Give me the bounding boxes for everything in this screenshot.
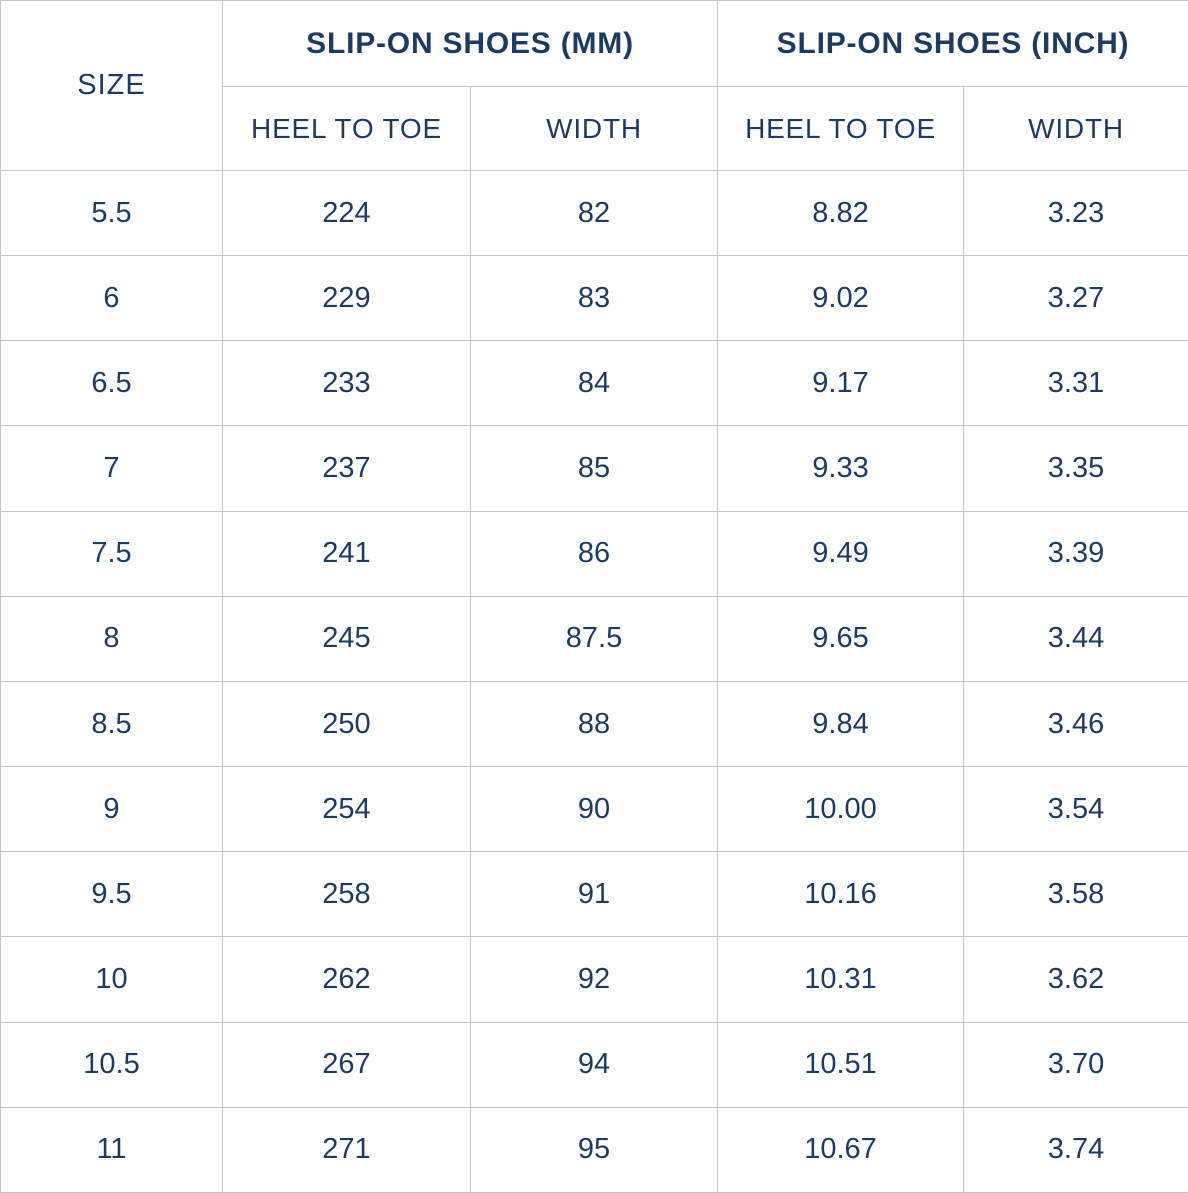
- cell-mm-width: 85: [469, 425, 719, 512]
- cell-mm-width: 92: [469, 936, 719, 1023]
- table-row: 7.5 241 86 9.49 3.39: [0, 510, 1188, 597]
- cell-mm-heel-to-toe: 229: [222, 255, 471, 342]
- table-row: 9.5 258 91 10.16 3.58: [0, 851, 1188, 938]
- column-header-size: SIZE: [0, 0, 223, 171]
- cell-size: 9.5: [0, 851, 223, 938]
- cell-size: 7.5: [0, 510, 223, 597]
- cell-inch-heel-to-toe: 10.31: [717, 936, 965, 1023]
- cell-mm-width: 84: [469, 340, 719, 427]
- cell-inch-width: 3.27: [963, 255, 1188, 342]
- cell-mm-width: 86: [469, 510, 719, 597]
- cell-inch-width: 3.39: [963, 510, 1188, 597]
- cell-inch-width: 3.35: [963, 425, 1188, 512]
- table-row: 11 271 95 10.67 3.74: [0, 1106, 1188, 1193]
- cell-mm-heel-to-toe: 254: [222, 766, 471, 853]
- cell-size: 8: [0, 595, 223, 682]
- table-row: 8.5 250 88 9.84 3.46: [0, 680, 1188, 768]
- cell-size: 10.5: [0, 1021, 223, 1108]
- cell-mm-heel-to-toe: 262: [222, 936, 471, 1023]
- cell-inch-heel-to-toe: 9.49: [717, 510, 965, 597]
- cell-mm-width: 91: [469, 851, 719, 938]
- column-group-header-mm: SLIP-ON SHOES (MM): [221, 0, 719, 87]
- cell-inch-heel-to-toe: 9.02: [717, 255, 965, 342]
- cell-mm-width: 94: [469, 1021, 719, 1108]
- cell-inch-width: 3.23: [963, 169, 1188, 257]
- cell-size: 10: [0, 936, 223, 1023]
- cell-size: 8.5: [0, 680, 223, 768]
- cell-mm-heel-to-toe: 224: [222, 169, 471, 257]
- column-header-mm-heel-to-toe: HEEL TO TOE: [222, 86, 471, 171]
- column-header-inch-width: WIDTH: [963, 86, 1188, 171]
- cell-size: 6: [0, 255, 223, 342]
- column-group-header-inch: SLIP-ON SHOES (INCH): [717, 0, 1188, 87]
- table-row: 9 254 90 10.00 3.54: [0, 766, 1188, 853]
- cell-size: 7: [0, 425, 223, 512]
- cell-mm-width: 87.5: [469, 595, 719, 682]
- cell-inch-width: 3.62: [963, 936, 1188, 1023]
- cell-inch-heel-to-toe: 8.82: [717, 169, 965, 257]
- cell-mm-heel-to-toe: 245: [222, 595, 471, 682]
- cell-mm-width: 82: [469, 169, 719, 257]
- cell-mm-heel-to-toe: 258: [222, 851, 471, 938]
- group-header-row: SIZE SLIP-ON SHOES (MM) SLIP-ON SHOES (I…: [0, 0, 1188, 171]
- cell-inch-width: 3.46: [963, 680, 1188, 768]
- cell-inch-heel-to-toe: 10.51: [717, 1021, 965, 1108]
- column-header-mm-width: WIDTH: [469, 86, 719, 171]
- cell-inch-width: 3.44: [963, 595, 1188, 682]
- cell-inch-width: 3.31: [963, 340, 1188, 427]
- table-row: 10.5 267 94 10.51 3.70: [0, 1021, 1188, 1108]
- cell-mm-heel-to-toe: 267: [222, 1021, 471, 1108]
- cell-mm-heel-to-toe: 233: [222, 340, 471, 427]
- cell-mm-width: 88: [469, 680, 719, 768]
- sub-header-row: HEEL TO TOE WIDTH HEEL TO TOE WIDTH: [1, 86, 1188, 171]
- cell-inch-width: 3.70: [963, 1021, 1188, 1108]
- table-row: 7 237 85 9.33 3.35: [0, 425, 1188, 512]
- cell-mm-width: 95: [469, 1106, 719, 1193]
- table-row: 8 245 87.5 9.65 3.44: [0, 595, 1188, 682]
- table-row: 10 262 92 10.31 3.62: [0, 936, 1188, 1023]
- cell-mm-heel-to-toe: 241: [222, 510, 471, 597]
- cell-inch-width: 3.54: [963, 766, 1188, 853]
- cell-size: 5.5: [0, 169, 223, 257]
- cell-inch-heel-to-toe: 9.33: [717, 425, 965, 512]
- table-row: 6.5 233 84 9.17 3.31: [0, 340, 1188, 427]
- cell-inch-heel-to-toe: 10.67: [717, 1106, 965, 1193]
- cell-inch-width: 3.74: [963, 1106, 1188, 1193]
- cell-inch-heel-to-toe: 9.84: [717, 680, 965, 768]
- table-header: SIZE SLIP-ON SHOES (MM) SLIP-ON SHOES (I…: [0, 0, 1188, 171]
- cell-inch-heel-to-toe: 10.00: [717, 766, 965, 853]
- table-row: 5.5 224 82 8.82 3.23: [0, 169, 1188, 257]
- cell-size: 11: [0, 1106, 223, 1193]
- cell-size: 9: [0, 766, 223, 853]
- cell-size: 6.5: [0, 340, 223, 427]
- table-row: 6 229 83 9.02 3.27: [0, 255, 1188, 342]
- cell-inch-heel-to-toe: 9.65: [717, 595, 965, 682]
- cell-mm-heel-to-toe: 271: [222, 1106, 471, 1193]
- cell-inch-heel-to-toe: 9.17: [717, 340, 965, 427]
- cell-mm-width: 83: [469, 255, 719, 342]
- cell-mm-heel-to-toe: 237: [222, 425, 471, 512]
- cell-mm-heel-to-toe: 250: [222, 680, 471, 768]
- cell-inch-width: 3.58: [963, 851, 1188, 938]
- column-header-inch-heel-to-toe: HEEL TO TOE: [717, 86, 965, 171]
- cell-mm-width: 90: [469, 766, 719, 853]
- table-body: 5.5 224 82 8.82 3.23 6 229 83 9.02 3.27 …: [0, 169, 1188, 1193]
- cell-inch-heel-to-toe: 10.16: [717, 851, 965, 938]
